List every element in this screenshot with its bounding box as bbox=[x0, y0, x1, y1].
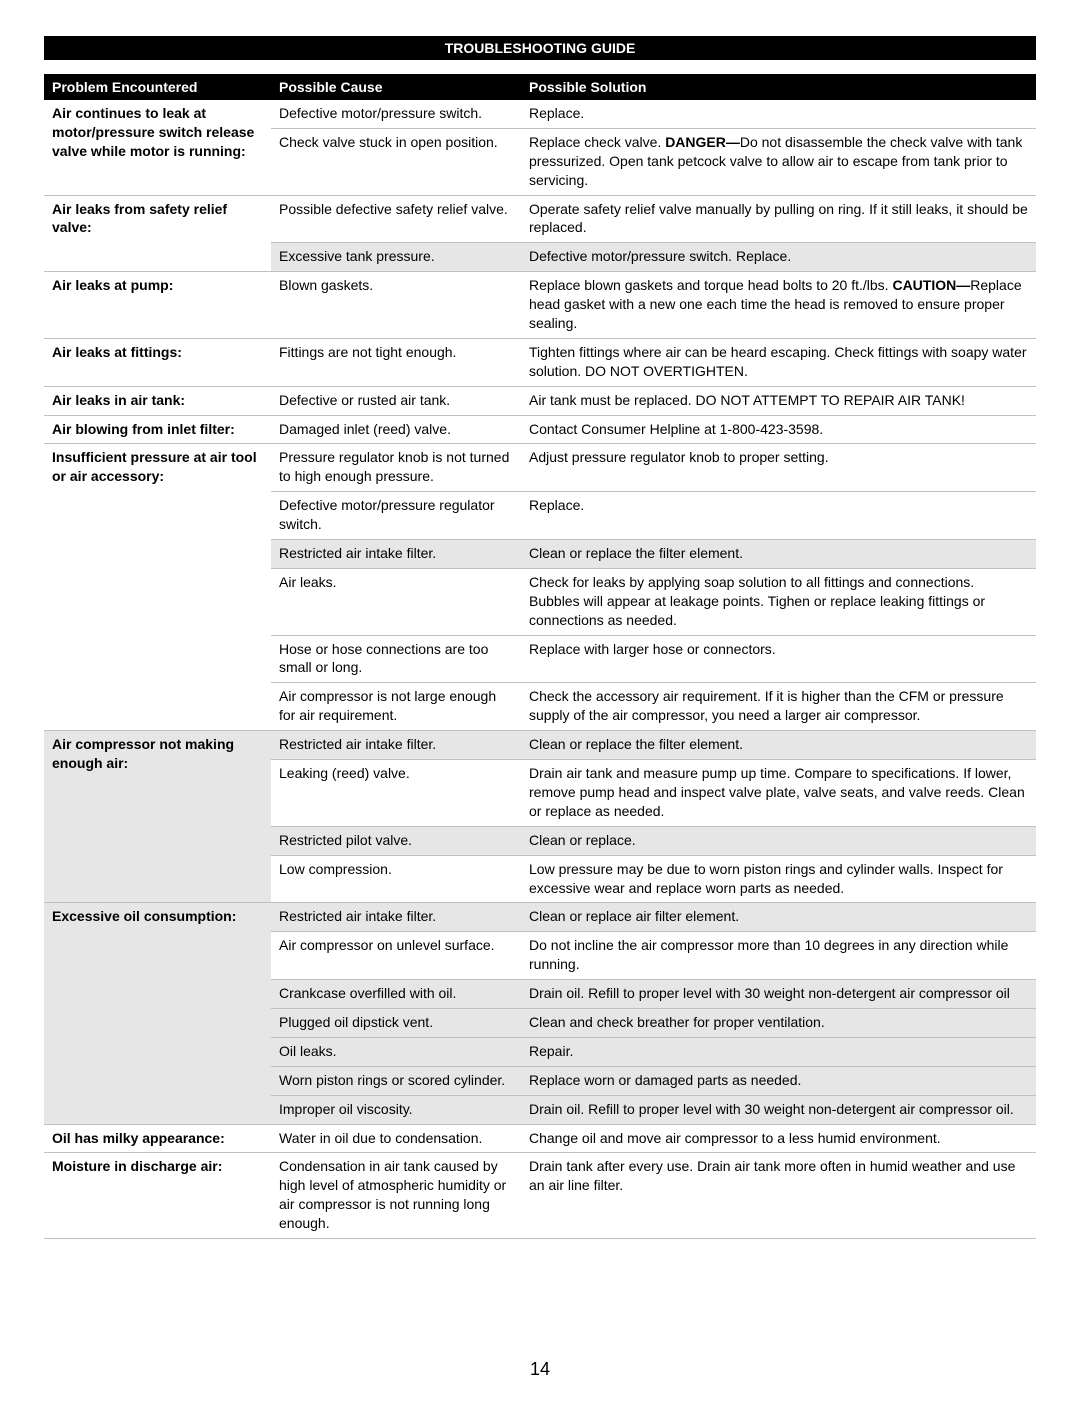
cell-solution: Clean or replace. bbox=[521, 826, 1036, 855]
cell-solution: Check the accessory air requirement. If … bbox=[521, 683, 1036, 731]
cell-problem: Oil has milky appearance: bbox=[44, 1124, 271, 1153]
table-row: Air leaks at fittings:Fittings are not t… bbox=[44, 338, 1036, 386]
cell-cause: Defective motor/pressure switch. bbox=[271, 100, 521, 128]
cell-cause: Condensation in air tank caused by high … bbox=[271, 1153, 521, 1239]
cell-cause: Low compression. bbox=[271, 855, 521, 903]
cell-problem: Air compressor not making enough air: bbox=[44, 731, 271, 903]
table-row: Air compressor not making enough air:Res… bbox=[44, 731, 1036, 760]
cell-cause: Defective motor/pressure regulator switc… bbox=[271, 492, 521, 540]
cell-cause: Restricted air intake filter. bbox=[271, 731, 521, 760]
cell-problem: Air leaks from safety relief valve: bbox=[44, 195, 271, 272]
cell-cause: Improper oil viscosity. bbox=[271, 1095, 521, 1124]
cell-solution: Air tank must be replaced. DO NOT ATTEMP… bbox=[521, 386, 1036, 415]
cell-problem: Air blowing from inlet filter: bbox=[44, 415, 271, 444]
table-row: Insufficient pressure at air tool or air… bbox=[44, 444, 1036, 492]
cell-cause: Leaking (reed) valve. bbox=[271, 760, 521, 827]
cell-solution: Replace with larger hose or connectors. bbox=[521, 635, 1036, 683]
cell-cause: Pressure regulator knob is not turned to… bbox=[271, 444, 521, 492]
cell-solution: Adjust pressure regulator knob to proper… bbox=[521, 444, 1036, 492]
cell-cause: Crankcase overfilled with oil. bbox=[271, 980, 521, 1009]
page-number: 14 bbox=[44, 1359, 1036, 1380]
table-row: Moisture in discharge air:Condensation i… bbox=[44, 1153, 1036, 1239]
table-row: Air leaks at pump:Blown gaskets.Replace … bbox=[44, 272, 1036, 339]
cell-cause: Air compressor is not large enough for a… bbox=[271, 683, 521, 731]
cell-solution: Clean or replace the filter element. bbox=[521, 731, 1036, 760]
cell-problem: Moisture in discharge air: bbox=[44, 1153, 271, 1239]
cell-solution: Replace. bbox=[521, 492, 1036, 540]
cell-solution: Change oil and move air compressor to a … bbox=[521, 1124, 1036, 1153]
cell-solution: Clean and check breather for proper vent… bbox=[521, 1008, 1036, 1037]
col-header-cause: Possible Cause bbox=[271, 74, 521, 100]
cell-solution: Replace blown gaskets and torque head bo… bbox=[521, 272, 1036, 339]
table-body: Air continues to leak at motor/pressure … bbox=[44, 100, 1036, 1238]
cell-problem: Insufficient pressure at air tool or air… bbox=[44, 444, 271, 731]
cell-cause: Restricted pilot valve. bbox=[271, 826, 521, 855]
cell-solution: Contact Consumer Helpline at 1-800-423-3… bbox=[521, 415, 1036, 444]
cell-solution: Operate safety relief valve manually by … bbox=[521, 195, 1036, 243]
table-row: Air continues to leak at motor/pressure … bbox=[44, 100, 1036, 128]
cell-problem: Excessive oil consumption: bbox=[44, 903, 271, 1124]
cell-cause: Worn piston rings or scored cylinder. bbox=[271, 1066, 521, 1095]
cell-cause: Possible defective safety relief valve. bbox=[271, 195, 521, 243]
cell-cause: Excessive tank pressure. bbox=[271, 243, 521, 272]
table-row: Air blowing from inlet filter:Damaged in… bbox=[44, 415, 1036, 444]
cell-cause: Oil leaks. bbox=[271, 1037, 521, 1066]
cell-solution: Replace check valve. DANGER—Do not disas… bbox=[521, 128, 1036, 195]
table-row: Air leaks in air tank:Defective or ruste… bbox=[44, 386, 1036, 415]
cell-solution: Drain air tank and measure pump up time.… bbox=[521, 760, 1036, 827]
cell-solution: Repair. bbox=[521, 1037, 1036, 1066]
cell-problem: Air leaks at fittings: bbox=[44, 338, 271, 386]
cell-solution: Replace worn or damaged parts as needed. bbox=[521, 1066, 1036, 1095]
cell-cause: Check valve stuck in open position. bbox=[271, 128, 521, 195]
cell-solution: Do not incline the air compressor more t… bbox=[521, 932, 1036, 980]
cell-cause: Air compressor on unlevel surface. bbox=[271, 932, 521, 980]
cell-solution: Drain oil. Refill to proper level with 3… bbox=[521, 1095, 1036, 1124]
cell-cause: Water in oil due to condensation. bbox=[271, 1124, 521, 1153]
cell-solution: Defective motor/pressure switch. Replace… bbox=[521, 243, 1036, 272]
table-row: Excessive oil consumption:Restricted air… bbox=[44, 903, 1036, 932]
cell-cause: Damaged inlet (reed) valve. bbox=[271, 415, 521, 444]
section-title-bar: TROUBLESHOOTING GUIDE bbox=[44, 36, 1036, 60]
cell-cause: Restricted air intake filter. bbox=[271, 903, 521, 932]
cell-cause: Defective or rusted air tank. bbox=[271, 386, 521, 415]
section-title: TROUBLESHOOTING GUIDE bbox=[445, 40, 636, 56]
cell-cause: Blown gaskets. bbox=[271, 272, 521, 339]
cell-cause: Plugged oil dipstick vent. bbox=[271, 1008, 521, 1037]
table-row: Oil has milky appearance:Water in oil du… bbox=[44, 1124, 1036, 1153]
cell-cause: Restricted air intake filter. bbox=[271, 540, 521, 569]
cell-problem: Air leaks at pump: bbox=[44, 272, 271, 339]
cell-cause: Fittings are not tight enough. bbox=[271, 338, 521, 386]
troubleshooting-table: Problem Encountered Possible Cause Possi… bbox=[44, 74, 1036, 1239]
cell-solution: Clean or replace air filter element. bbox=[521, 903, 1036, 932]
cell-solution: Drain tank after every use. Drain air ta… bbox=[521, 1153, 1036, 1239]
cell-solution: Check for leaks by applying soap solutio… bbox=[521, 568, 1036, 635]
cell-solution: Low pressure may be due to worn piston r… bbox=[521, 855, 1036, 903]
cell-problem: Air continues to leak at motor/pressure … bbox=[44, 100, 271, 195]
cell-cause: Air leaks. bbox=[271, 568, 521, 635]
col-header-solution: Possible Solution bbox=[521, 74, 1036, 100]
cell-solution: Tighten fittings where air can be heard … bbox=[521, 338, 1036, 386]
cell-solution: Replace. bbox=[521, 100, 1036, 128]
table-header-row: Problem Encountered Possible Cause Possi… bbox=[44, 74, 1036, 100]
cell-solution: Drain oil. Refill to proper level with 3… bbox=[521, 980, 1036, 1009]
col-header-problem: Problem Encountered bbox=[44, 74, 271, 100]
cell-problem: Air leaks in air tank: bbox=[44, 386, 271, 415]
cell-solution: Clean or replace the filter element. bbox=[521, 540, 1036, 569]
cell-cause: Hose or hose connections are too small o… bbox=[271, 635, 521, 683]
table-row: Air leaks from safety relief valve:Possi… bbox=[44, 195, 1036, 243]
